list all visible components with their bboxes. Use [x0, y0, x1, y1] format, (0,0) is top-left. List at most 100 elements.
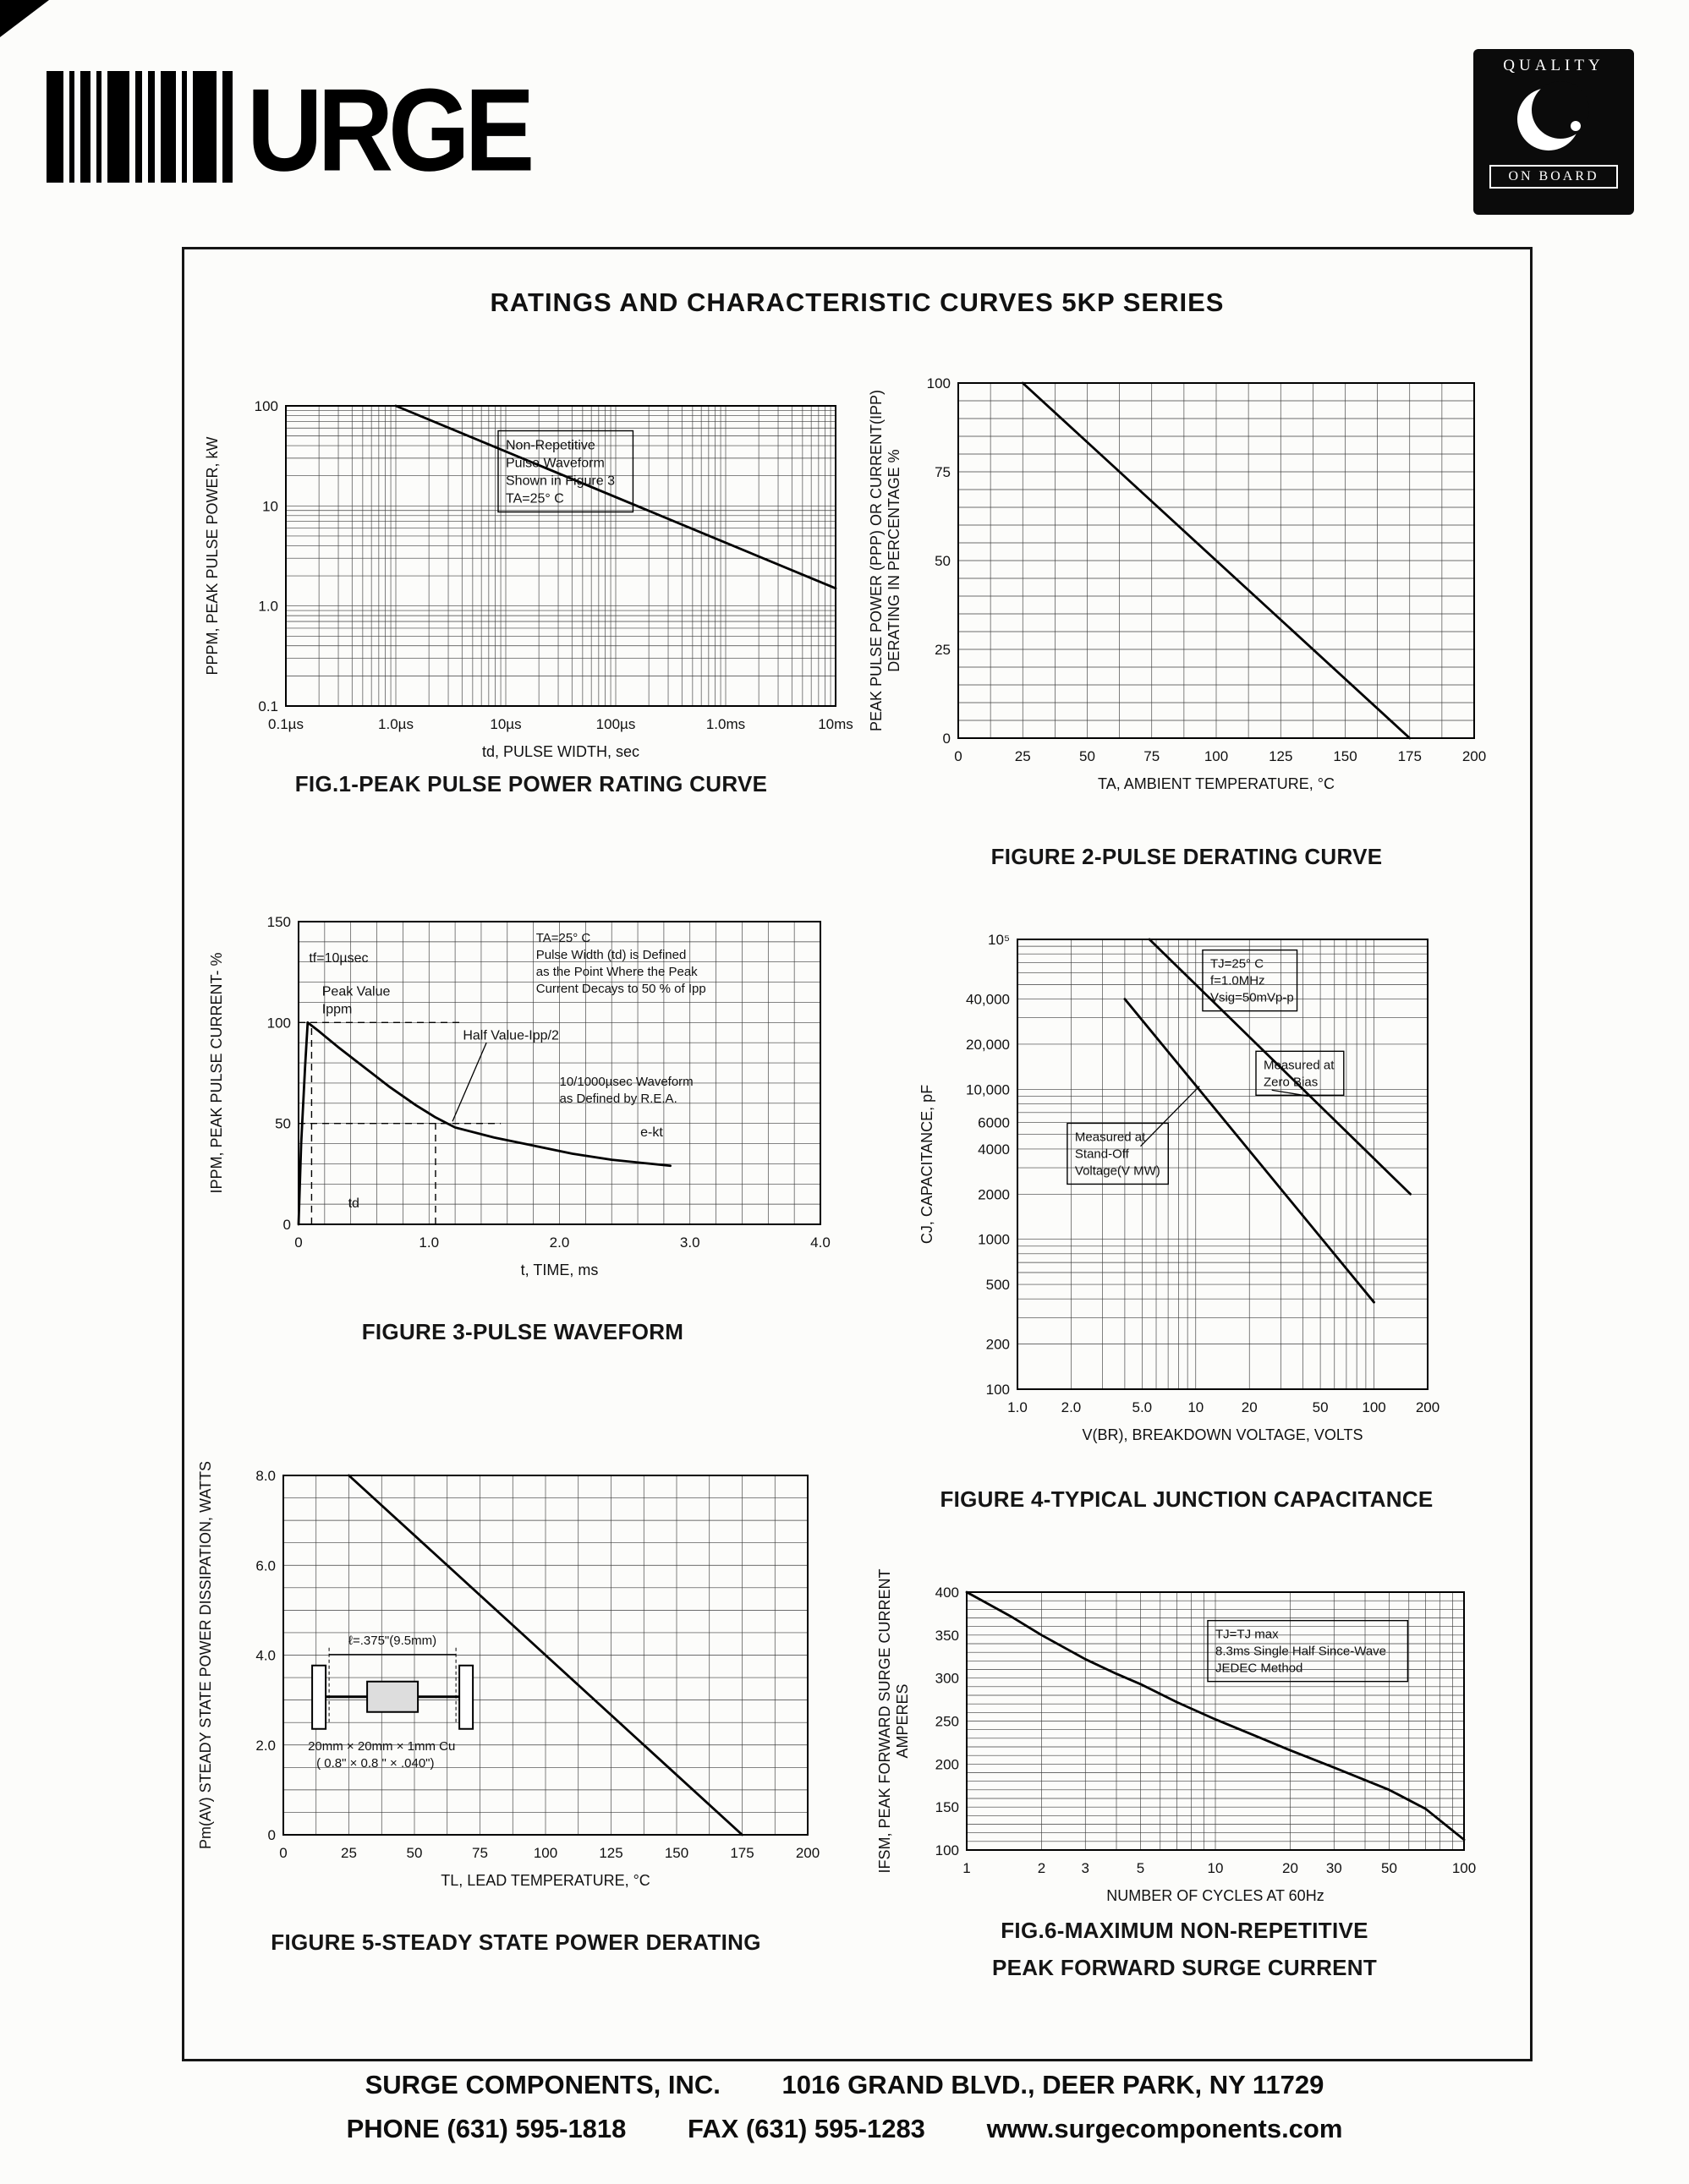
figure-3-caption: FIGURE 3-PULSE WAVEFORM — [361, 1319, 684, 1344]
content-frame — [182, 247, 1533, 2061]
svg-text:as Defined by R.E.A.: as Defined by R.E.A. — [560, 1092, 677, 1106]
figure-5-caption: FIGURE 5-STEADY STATE POWER DERATING — [271, 1929, 761, 1955]
svg-text:10/1000µsec Waveform: 10/1000µsec Waveform — [560, 1075, 694, 1089]
svg-text:100: 100 — [935, 1842, 959, 1858]
svg-text:100: 100 — [267, 1015, 291, 1031]
x-axis-label: TL, LEAD TEMPERATURE, °C — [441, 1872, 650, 1889]
annotation-box — [497, 430, 634, 513]
annotation: Measured at Zero Bias — [1264, 1058, 1335, 1089]
svg-text:4.0: 4.0 — [810, 1234, 831, 1251]
svg-text:30: 30 — [1326, 1860, 1342, 1876]
svg-text:8.0: 8.0 — [255, 1468, 276, 1484]
svg-text:Voltage(V MW): Voltage(V MW) — [1075, 1163, 1160, 1178]
y-axis-label: Pm(AV) STEADY STATE POWER DISSIPATION, W… — [197, 1461, 214, 1849]
company-address: 1016 GRAND BLVD., DEER PARK, NY 11729 — [781, 2070, 1324, 2099]
svg-text:10µs: 10µs — [490, 716, 521, 732]
figure-5-chart: 0 25 50 75 100 125 150 175 200 0 2.0 4.0 6.0 8.0 TL, L… — [197, 1461, 820, 1889]
svg-text:20: 20 — [1242, 1399, 1258, 1415]
series-pulse-waveform — [297, 1021, 672, 1226]
quality-badge-title: QUALITY — [1503, 57, 1604, 74]
svg-text:40,000: 40,000 — [966, 992, 1010, 1008]
svg-text:25: 25 — [1015, 748, 1031, 764]
grid — [285, 405, 836, 707]
svg-text:175: 175 — [730, 1845, 754, 1861]
svg-text:5: 5 — [1137, 1860, 1144, 1876]
crescent-moon-icon — [1517, 81, 1589, 151]
svg-text:TA=25° C: TA=25° C — [506, 492, 564, 506]
svg-text:Non-Repetitive: Non-Repetitive — [506, 439, 595, 453]
figure-2-chart: 0 25 50 75 100 125 150 175 200 0 25 50 75 100 TA, AMBI… — [868, 375, 1486, 792]
x-tick-labels: 1.0 2.0 5.0 10 20 50 100 200 — [1007, 1399, 1439, 1415]
x-axis-label: t, TIME, ms — [521, 1262, 599, 1278]
plot-border — [957, 382, 1475, 739]
svg-text:3.0: 3.0 — [680, 1234, 700, 1251]
annotation: 10/1000µsec Waveform as Defined by R.E.A. — [560, 1075, 694, 1106]
svg-text:75: 75 — [935, 464, 951, 480]
svg-text:0: 0 — [279, 1845, 287, 1861]
svg-text:1.0: 1.0 — [419, 1234, 439, 1251]
svg-text:e-kt: e-kt — [640, 1125, 663, 1140]
logo-text: URGE — [247, 65, 535, 196]
svg-text:as the Point Where the Peak: as the Point Where the Peak — [536, 965, 698, 979]
svg-text:TJ=25° C: TJ=25° C — [1210, 957, 1264, 972]
svg-text:100: 100 — [534, 1845, 557, 1861]
y-axis-label: IPPM, PEAK PULSE CURRENT- % — [208, 952, 225, 1193]
svg-text:125: 125 — [1269, 748, 1292, 764]
x-tick-labels: 0 25 50 75 100 125 150 175 200 — [279, 1845, 820, 1861]
svg-text:50: 50 — [1313, 1399, 1329, 1415]
figure-1-chart: 0.1µs 1.0µs 10µs 100µs 1.0ms 10ms 100 10 1.0 0.1 t… — [204, 398, 853, 760]
figure-4-chart: 1.0 2.0 5.0 10 20 50 100 200 10⁵ 40,000 20,000 10,0… — [919, 932, 1439, 1443]
x-tick-labels: 1 2 3 5 10 20 30 50 100 — [962, 1860, 1476, 1876]
x-tick-labels: 0.1µs 1.0µs 10µs 100µs 1.0ms 10ms — [268, 716, 853, 732]
svg-text:3: 3 — [1082, 1860, 1089, 1876]
svg-text:10: 10 — [262, 498, 278, 514]
svg-text:20mm × 20mm × 1mm Cu: 20mm × 20mm × 1mm Cu — [308, 1739, 455, 1754]
svg-text:50: 50 — [1381, 1860, 1397, 1876]
annotation: Non-Repetitive Pulse Waveform Shown in Fig… — [506, 439, 615, 506]
fax-number: FAX (631) 595-1283 — [688, 2114, 925, 2143]
svg-text:( 0.8" × 0.8 " × .040"): ( 0.8" × 0.8 " × .040") — [316, 1756, 434, 1771]
figure-2-caption: FIGURE 2-PULSE DERATING CURVE — [990, 844, 1383, 869]
svg-text:20: 20 — [1282, 1860, 1298, 1876]
series-measured-at-stand-off-voltage — [1123, 998, 1375, 1304]
y-tick-labels: 10⁵ 40,000 20,000 10,000 6000 4000 2000 1000 500… — [966, 932, 1010, 1398]
footer-contact-line: PHONE (631) 595-1818 FAX (631) 595-1283 … — [0, 2114, 1689, 2144]
svg-text:2.0: 2.0 — [550, 1234, 570, 1251]
leader-line — [1140, 1086, 1200, 1147]
svg-text:0: 0 — [294, 1234, 302, 1251]
svg-text:1.0: 1.0 — [258, 599, 278, 615]
svg-text:100µs: 100µs — [596, 716, 636, 732]
svg-text:75: 75 — [1143, 748, 1160, 764]
y-axis-label: IFSM, PEAK FORWARD SURGE CURRENTAMPERES — [876, 1568, 911, 1873]
plot-border — [1017, 939, 1429, 1390]
x-axis-label: td, PULSE WIDTH, sec — [482, 743, 639, 760]
x-tick-labels: 0 25 50 75 100 125 150 175 200 — [954, 748, 1486, 764]
svg-text:100: 100 — [1204, 748, 1228, 764]
svg-text:Vsig=50mVp-p: Vsig=50mVp-p — [1210, 991, 1294, 1005]
svg-text:8.3ms Single Half Since-Wave: 8.3ms Single Half Since-Wave — [1215, 1645, 1386, 1659]
surge-logo: URGE — [47, 65, 535, 196]
svg-text:50: 50 — [275, 1116, 291, 1132]
figure-6-caption-line2: PEAK FORWARD SURGE CURRENT — [991, 1955, 1378, 1980]
svg-text:Ippm: Ippm — [322, 1003, 353, 1017]
y-tick-labels: 100 150 200 250 300 350 400 — [935, 1585, 959, 1858]
svg-text:0: 0 — [954, 748, 962, 764]
phone-number: PHONE (631) 595-1818 — [346, 2114, 627, 2143]
y-tick-labels: 0 25 50 75 100 — [927, 375, 951, 747]
svg-text:25: 25 — [935, 642, 951, 658]
series-measured-at-zero-bias — [1148, 938, 1412, 1196]
series-steady-state-power-derating — [348, 1474, 743, 1836]
svg-text:0: 0 — [943, 731, 951, 747]
figure-3-chart: 0 1.0 2.0 3.0 4.0 0 50 100 150 t, TIME, ms IPPM, P… — [208, 914, 831, 1278]
svg-text:200: 200 — [1462, 748, 1486, 764]
annotation: TJ=TJ max 8.3ms Single Half Since-Wave JED… — [1215, 1628, 1386, 1676]
annotation: TA=25° C Pulse Width (td) is Defined as th… — [536, 931, 706, 996]
svg-text:2000: 2000 — [978, 1186, 1010, 1202]
annotation: td — [348, 1196, 359, 1211]
annotation-box — [1207, 1619, 1409, 1683]
svg-text:100: 100 — [927, 375, 951, 391]
svg-text:Pulse Waveform: Pulse Waveform — [506, 457, 605, 471]
svg-text:1000: 1000 — [978, 1232, 1010, 1248]
svg-text:10,000: 10,000 — [966, 1081, 1010, 1097]
svg-text:0.1µs: 0.1µs — [268, 716, 304, 732]
